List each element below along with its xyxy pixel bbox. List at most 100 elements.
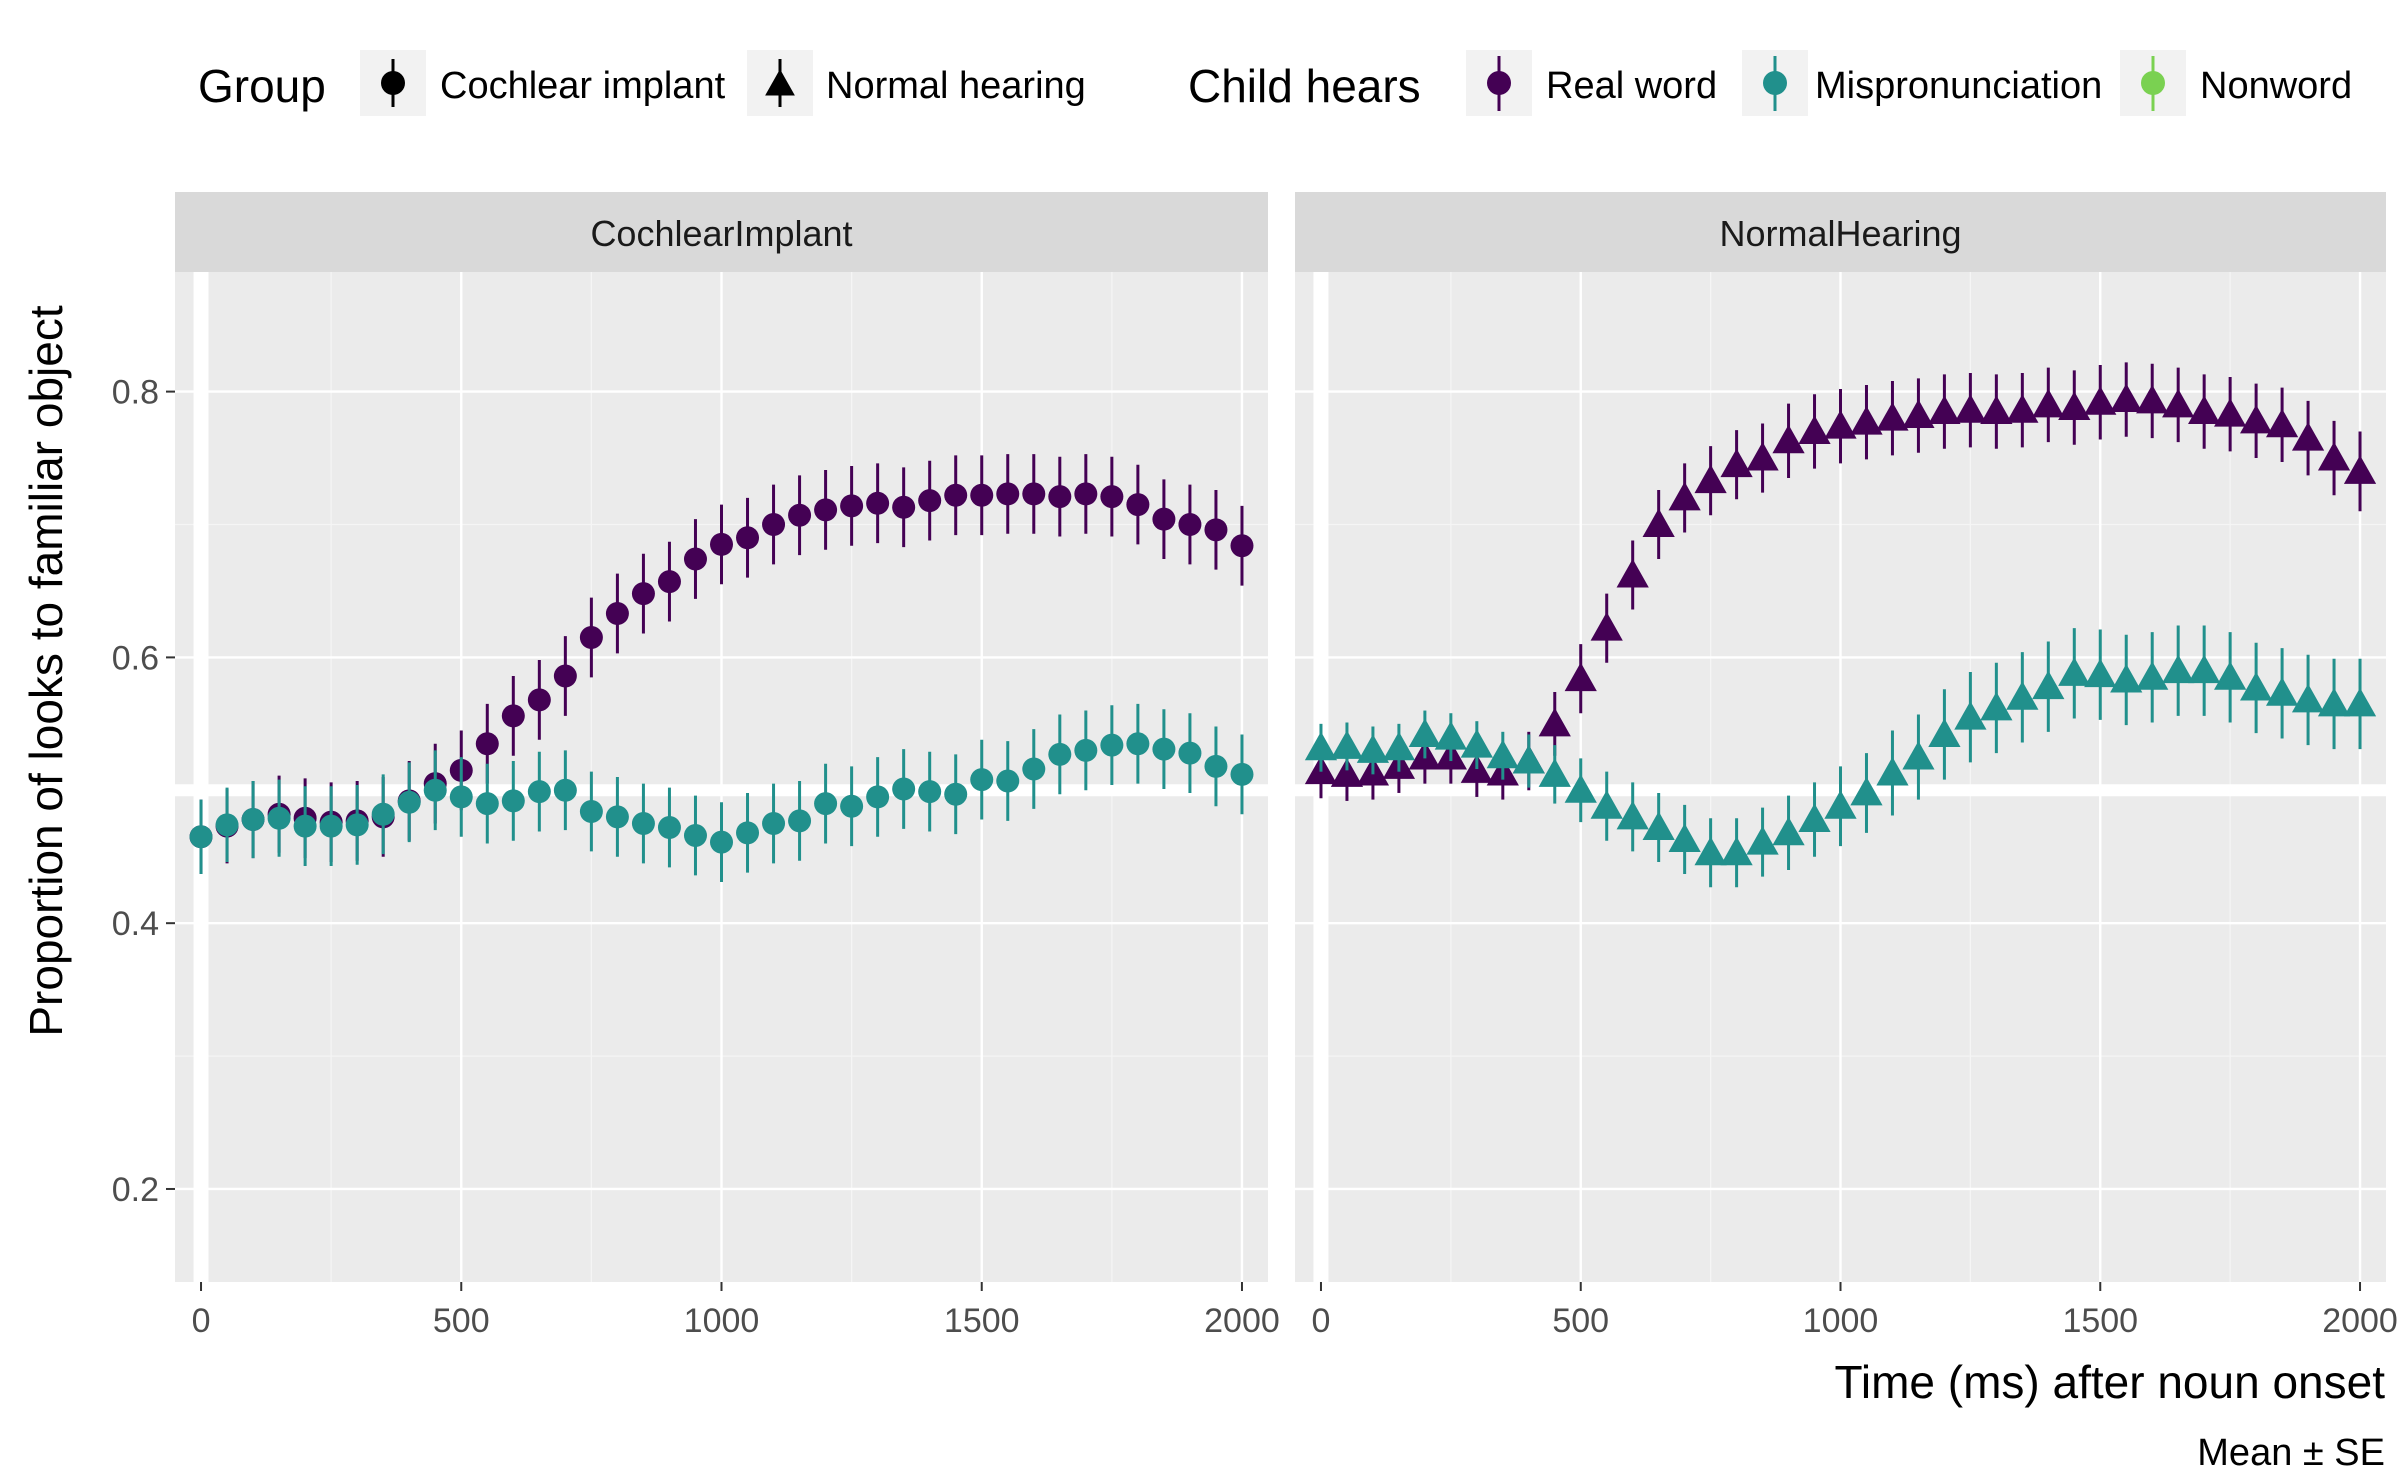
data-point <box>1304 731 1338 761</box>
data-point <box>2214 398 2247 427</box>
data-point <box>918 489 942 513</box>
data-point <box>1486 739 1519 769</box>
data-point <box>736 821 760 845</box>
data-point <box>605 805 629 829</box>
data-point <box>1408 718 1442 747</box>
data-point <box>2239 671 2273 701</box>
data-point <box>683 547 707 571</box>
data-point <box>683 823 707 847</box>
data-point <box>2136 661 2169 690</box>
data-point <box>2084 386 2117 415</box>
data-point <box>1152 507 1176 531</box>
legend-item-label: Mispronunciation <box>1815 65 2102 107</box>
data-point <box>1980 395 2013 425</box>
data-point <box>1382 731 1416 761</box>
x-tick-label: 0 <box>1312 1302 1331 1340</box>
data-point <box>788 503 812 527</box>
data-point <box>1616 800 1649 830</box>
data-point <box>1022 482 1046 506</box>
x-tick-label: 1500 <box>2062 1302 2138 1340</box>
data-point <box>1928 718 1961 747</box>
facet-strip <box>175 192 1268 272</box>
data-point <box>710 532 733 556</box>
facet-strip-label: NormalHearing <box>1719 213 1961 254</box>
data-point <box>1100 733 1124 757</box>
data-point <box>553 778 577 802</box>
data-point <box>2006 681 2039 710</box>
x-tick-label: 1500 <box>944 1302 1020 1340</box>
y-tick-label: 0.6 <box>112 639 159 677</box>
legend-key-circle <box>381 71 405 95</box>
data-point <box>501 704 525 728</box>
data-point <box>918 780 942 804</box>
data-point <box>1330 758 1364 787</box>
data-point <box>2214 661 2247 690</box>
data-point <box>1564 662 1597 692</box>
legend-item-mispronunciation: Mispronunciation <box>1742 50 2102 116</box>
data-point <box>1126 732 1150 756</box>
data-point <box>1668 481 1701 511</box>
data-point <box>2058 391 2091 421</box>
legend-group-title: Group <box>198 60 326 112</box>
data-point <box>2265 408 2299 438</box>
facet-strip-label: CochlearImplant <box>590 213 852 254</box>
data-point <box>345 813 369 837</box>
data-point <box>657 816 681 839</box>
data-point <box>1824 410 1857 439</box>
series-mispronunciation <box>1304 625 2377 888</box>
legend-item-label: Real word <box>1546 65 1717 107</box>
data-point <box>631 582 655 606</box>
panel-normalhearing: NormalHearing 0 500 1000 1500 2000 <box>1295 192 2398 1340</box>
data-point <box>1980 691 2013 721</box>
data-point <box>501 789 525 813</box>
data-point <box>579 625 603 649</box>
data-point <box>1048 485 1072 509</box>
data-point <box>1178 513 1202 536</box>
data-point <box>1074 738 1098 762</box>
data-point <box>1230 534 1254 558</box>
data-point <box>605 602 629 626</box>
legend-item-normal-hearing: Normal hearing <box>747 50 1086 116</box>
data-point <box>1694 464 1727 494</box>
legend-key-triangle <box>765 69 795 96</box>
data-point <box>1928 395 1961 425</box>
data-point <box>840 794 864 818</box>
data-point <box>814 498 838 522</box>
data-point <box>553 664 577 688</box>
data-point <box>1048 742 1072 766</box>
data-point <box>449 785 473 809</box>
legend-item-cochlear-implant: Cochlear implant <box>360 50 726 116</box>
data-point <box>1902 399 1935 429</box>
data-point <box>996 769 1020 793</box>
data-point <box>1074 482 1098 506</box>
facet-strip <box>1295 192 2386 272</box>
data-point <box>2265 677 2299 706</box>
data-point <box>1720 836 1753 866</box>
data-point <box>970 483 994 507</box>
data-point <box>2343 687 2377 717</box>
panel-cochlearimplant: CochlearImplant 0 500 1000 1500 2000 0.2 0.4 0.6… <box>112 192 1280 1340</box>
x-tick-label: 1000 <box>1803 1302 1879 1340</box>
data-point <box>2291 421 2325 451</box>
data-point <box>1434 721 1467 750</box>
data-point <box>1954 701 1987 730</box>
data-point <box>423 778 447 802</box>
data-point <box>866 491 890 515</box>
data-point <box>2032 670 2065 700</box>
data-point <box>892 777 916 801</box>
data-point <box>1538 758 1571 787</box>
data-point <box>944 483 968 507</box>
data-point <box>1512 744 1545 774</box>
data-point <box>1824 790 1857 819</box>
data-point <box>1746 825 1779 855</box>
caption: Mean ± SE <box>2197 1432 2385 1474</box>
data-point <box>866 785 890 809</box>
data-point <box>241 808 265 832</box>
data-point <box>814 792 838 816</box>
data-point <box>2084 658 2117 688</box>
data-point <box>1230 762 1254 786</box>
data-point <box>1876 402 1909 431</box>
legend-key-circle <box>1763 71 1787 95</box>
data-point <box>970 768 994 792</box>
data-point <box>267 806 291 830</box>
